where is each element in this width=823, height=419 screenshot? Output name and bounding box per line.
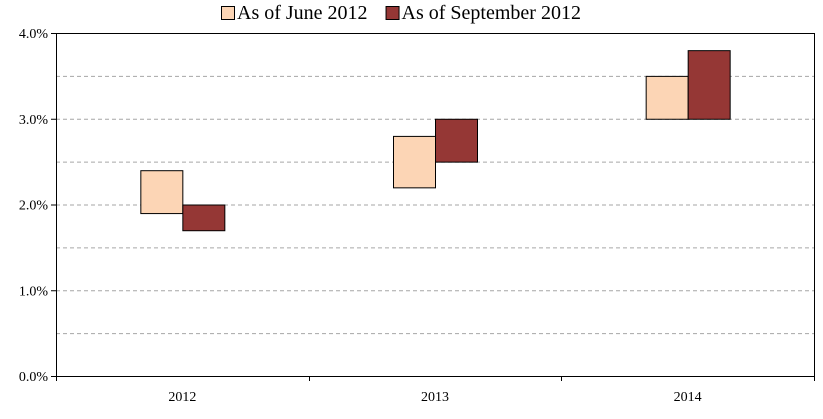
bars [140,50,731,232]
x-tick-label: 2012 [168,390,196,405]
x-axis: 2012 2013 2014 [56,376,815,405]
bar-september-2012-2012 [182,204,226,232]
legend-label-september-2012: As of September 2012 [402,2,581,24]
legend: As of June 2012 As of September 2012 [221,2,581,24]
x-tick-label: 2014 [674,390,702,405]
bar-june-2012-2014 [645,75,689,120]
bar-june-2012-2013 [393,135,436,189]
bar-september-2012-2013 [435,118,478,163]
y-tick-label: 1.0% [19,284,49,299]
plot-area-frame [56,33,815,377]
y-tick-label: 4.0% [19,27,49,42]
x-tick-label: 2013 [421,390,449,405]
legend-swatch-september-2012 [385,6,400,20]
y-tick-label: 0.0% [19,370,49,385]
bar-september-2012-2014 [687,50,731,120]
bar-june-2012-2012 [140,170,184,215]
y-tick-label: 3.0% [19,113,49,128]
y-tick-label: 2.0% [19,199,49,214]
y-axis: 0.0% 1.0% 2.0% 3.0% 4.0% [19,27,56,385]
legend-label-june-2012: As of June 2012 [237,2,368,24]
legend-swatch-june-2012 [221,6,235,20]
